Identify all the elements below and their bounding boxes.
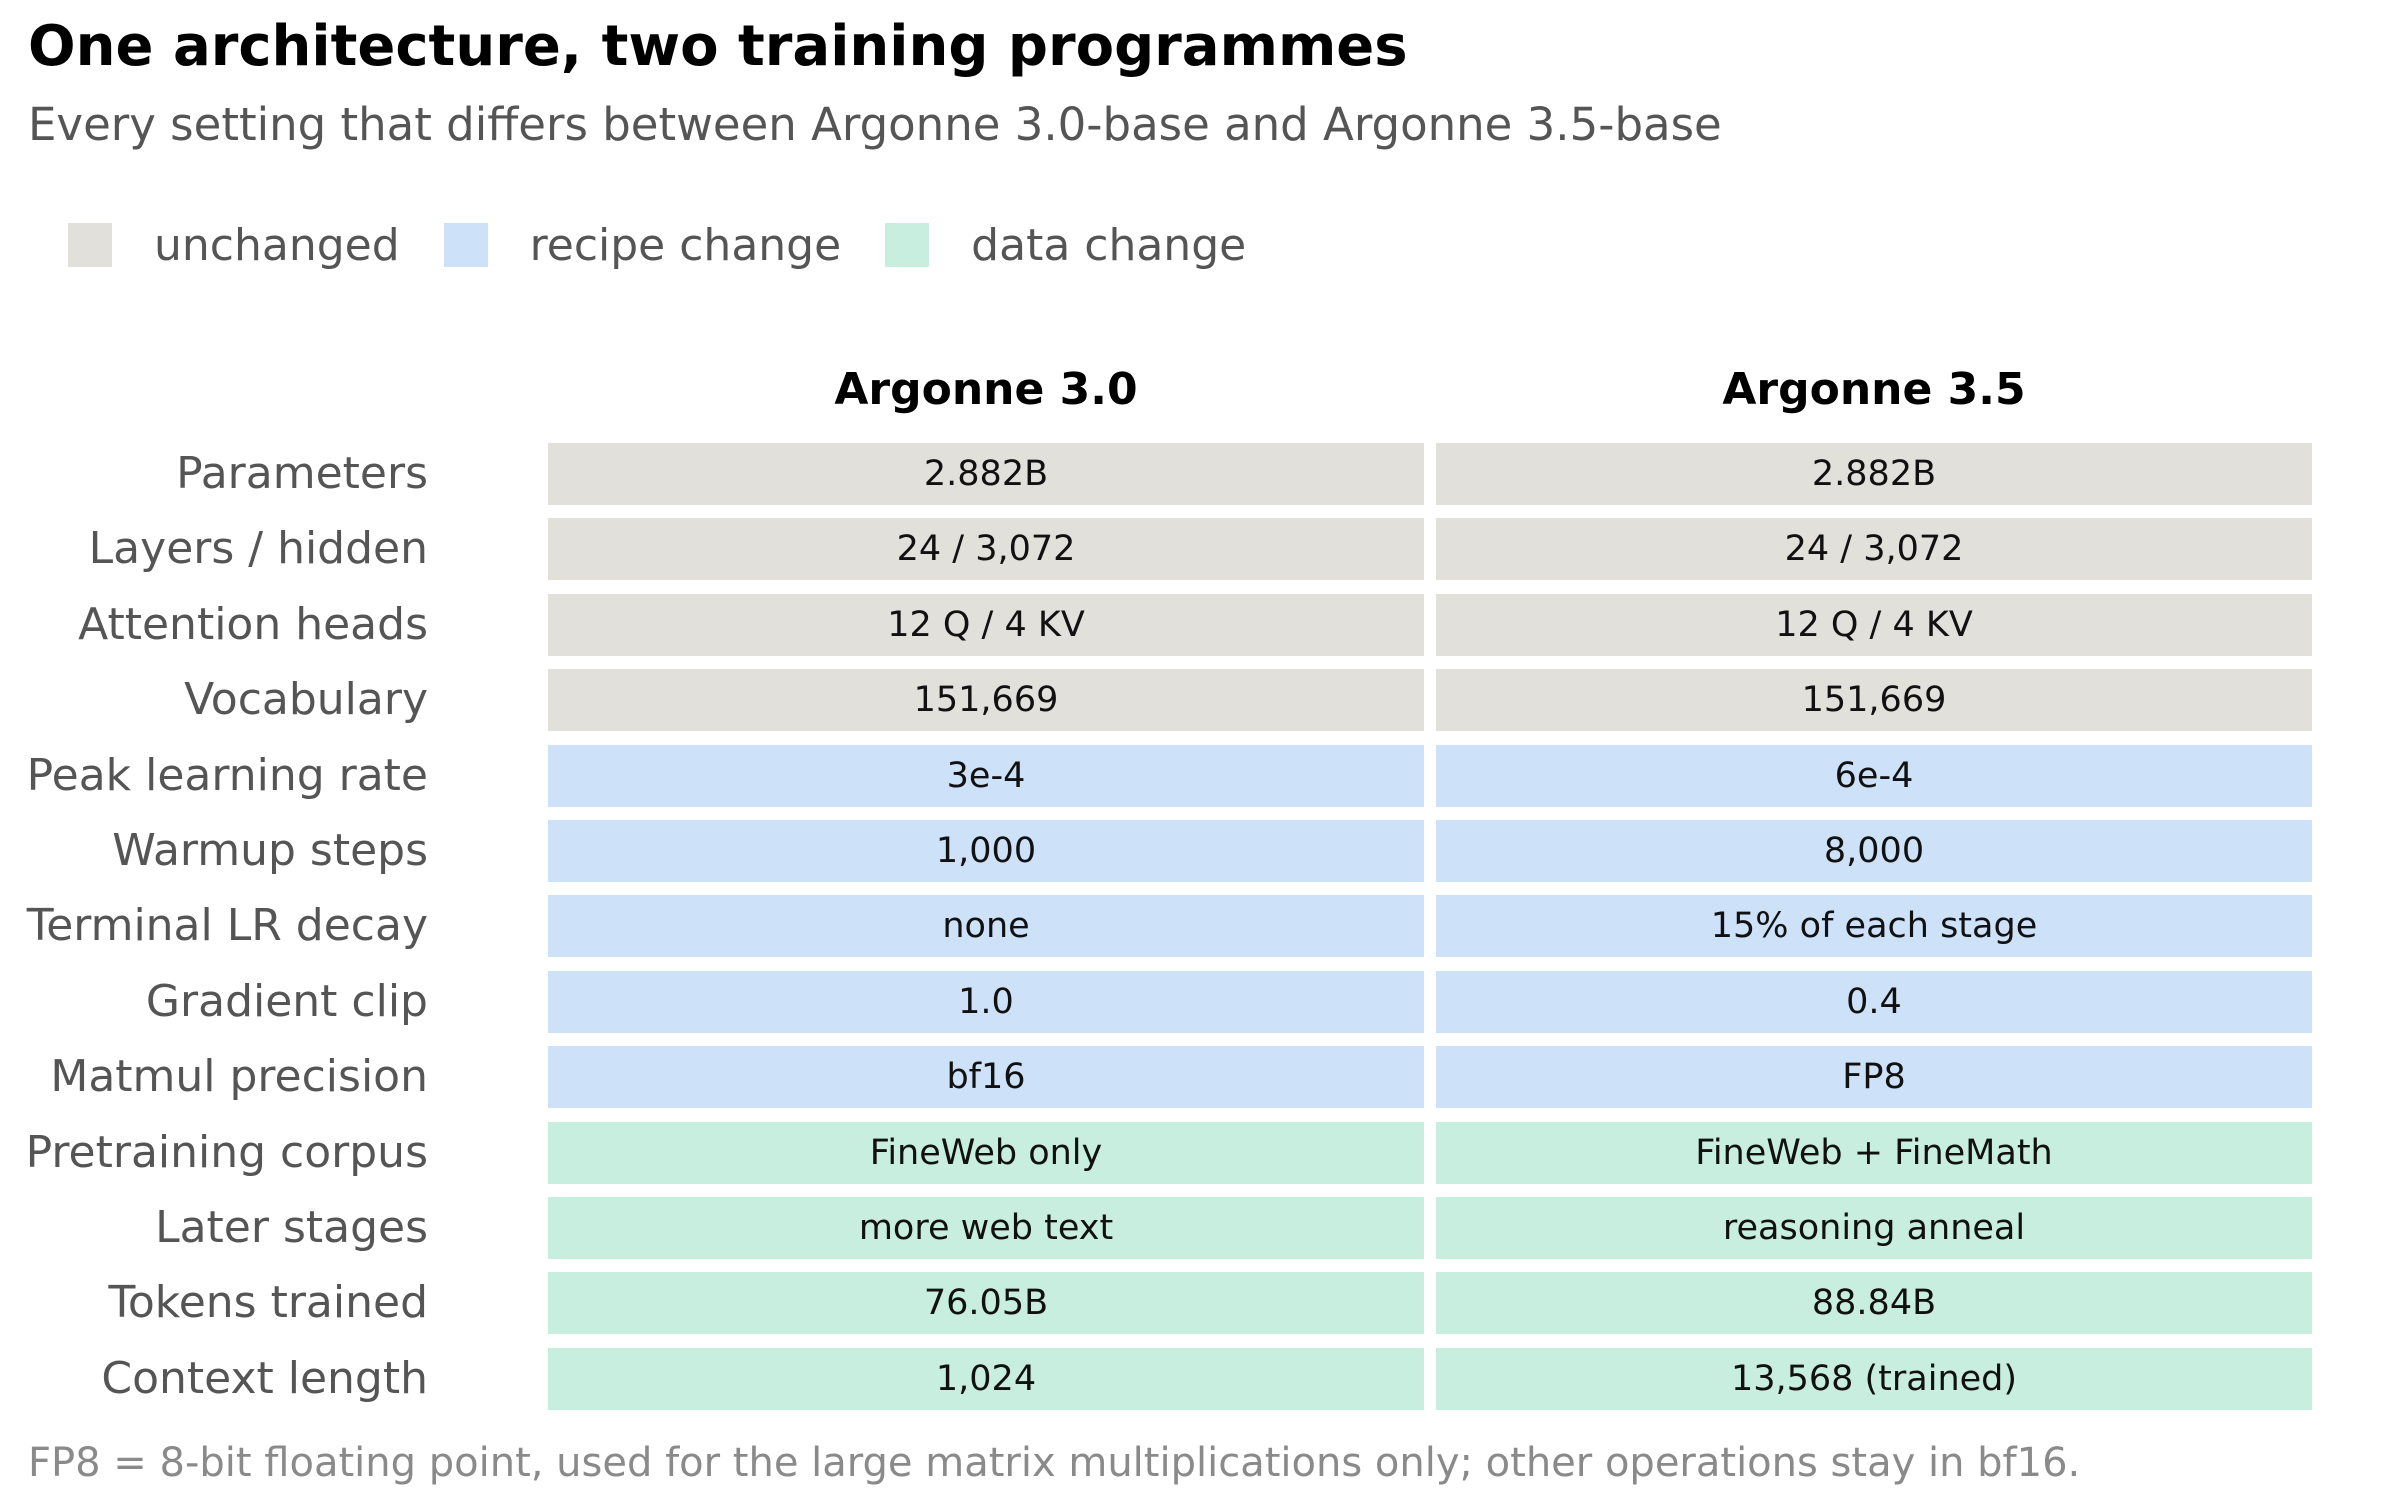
table-cell-unchanged: 2.882B (548, 443, 1424, 505)
row-label: Pretraining corpus (25, 1127, 428, 1178)
table-cell-recipe: FP8 (1436, 1046, 2312, 1108)
row-label: Terminal LR decay (26, 900, 428, 951)
table-cell-recipe: bf16 (548, 1046, 1424, 1108)
row-label: Attention heads (78, 599, 428, 650)
row-label: Gradient clip (145, 976, 428, 1027)
table-cell-unchanged: 12 Q / 4 KV (1436, 594, 2312, 656)
table-cell-recipe: 1,000 (548, 820, 1424, 882)
table-cell-unchanged: 151,669 (1436, 669, 2312, 731)
legend: unchanged recipe change data change (68, 218, 1290, 272)
table-cell-data: FineWeb + FineMath (1436, 1122, 2312, 1184)
legend-swatch-data (885, 223, 930, 267)
legend-item-data: data change (885, 220, 1246, 271)
table-cell-recipe: 3e-4 (548, 745, 1424, 807)
table-cell-data: FineWeb only (548, 1122, 1424, 1184)
column-header-2: Argonne 3.5 (1722, 364, 2026, 415)
row-label: Warmup steps (112, 825, 428, 876)
column-header-1: Argonne 3.0 (834, 364, 1138, 415)
row-label: Peak learning rate (26, 750, 428, 801)
row-label: Later stages (155, 1202, 428, 1253)
legend-label-unchanged: unchanged (154, 219, 400, 271)
legend-swatch-unchanged (68, 223, 112, 267)
chart-title: One architecture, two training programme… (28, 14, 1408, 79)
table-cell-unchanged: 12 Q / 4 KV (548, 594, 1424, 656)
table-cell-unchanged: 24 / 3,072 (1436, 518, 2312, 580)
table-cell-recipe: 15% of each stage (1436, 895, 2312, 957)
table-cell-recipe: none (548, 895, 1424, 957)
table-cell-recipe: 8,000 (1436, 820, 2312, 882)
row-label: Vocabulary (184, 674, 428, 725)
legend-item-unchanged: unchanged (68, 220, 400, 271)
legend-label-recipe: recipe change (529, 219, 842, 271)
legend-swatch-recipe (443, 223, 488, 267)
row-label: Matmul precision (50, 1051, 428, 1102)
legend-item-recipe: recipe change (443, 219, 842, 271)
table-cell-data: 13,568 (trained) (1436, 1348, 2312, 1410)
table-cell-recipe: 1.0 (548, 971, 1424, 1033)
table-cell-data: 88.84B (1436, 1272, 2312, 1334)
legend-label-data: data change (971, 219, 1247, 271)
table-cell-unchanged: 2.882B (1436, 443, 2312, 505)
row-label: Layers / hidden (88, 523, 428, 574)
table-cell-data: reasoning anneal (1436, 1197, 2312, 1259)
table-cell-unchanged: 151,669 (548, 669, 1424, 731)
table-cell-data: more web text (548, 1197, 1424, 1259)
chart-subtitle: Every setting that differs between Argon… (28, 98, 1722, 151)
table-cell-unchanged: 24 / 3,072 (548, 518, 1424, 580)
row-label: Context length (101, 1353, 428, 1404)
row-label: Parameters (176, 448, 428, 499)
row-label: Tokens trained (108, 1277, 428, 1328)
table-cell-recipe: 6e-4 (1436, 745, 2312, 807)
footnote: FP8 = 8-bit floating point, used for the… (28, 1440, 2081, 1486)
table-cell-recipe: 0.4 (1436, 971, 2312, 1033)
table-cell-data: 76.05B (548, 1272, 1424, 1334)
table-cell-data: 1,024 (548, 1348, 1424, 1410)
